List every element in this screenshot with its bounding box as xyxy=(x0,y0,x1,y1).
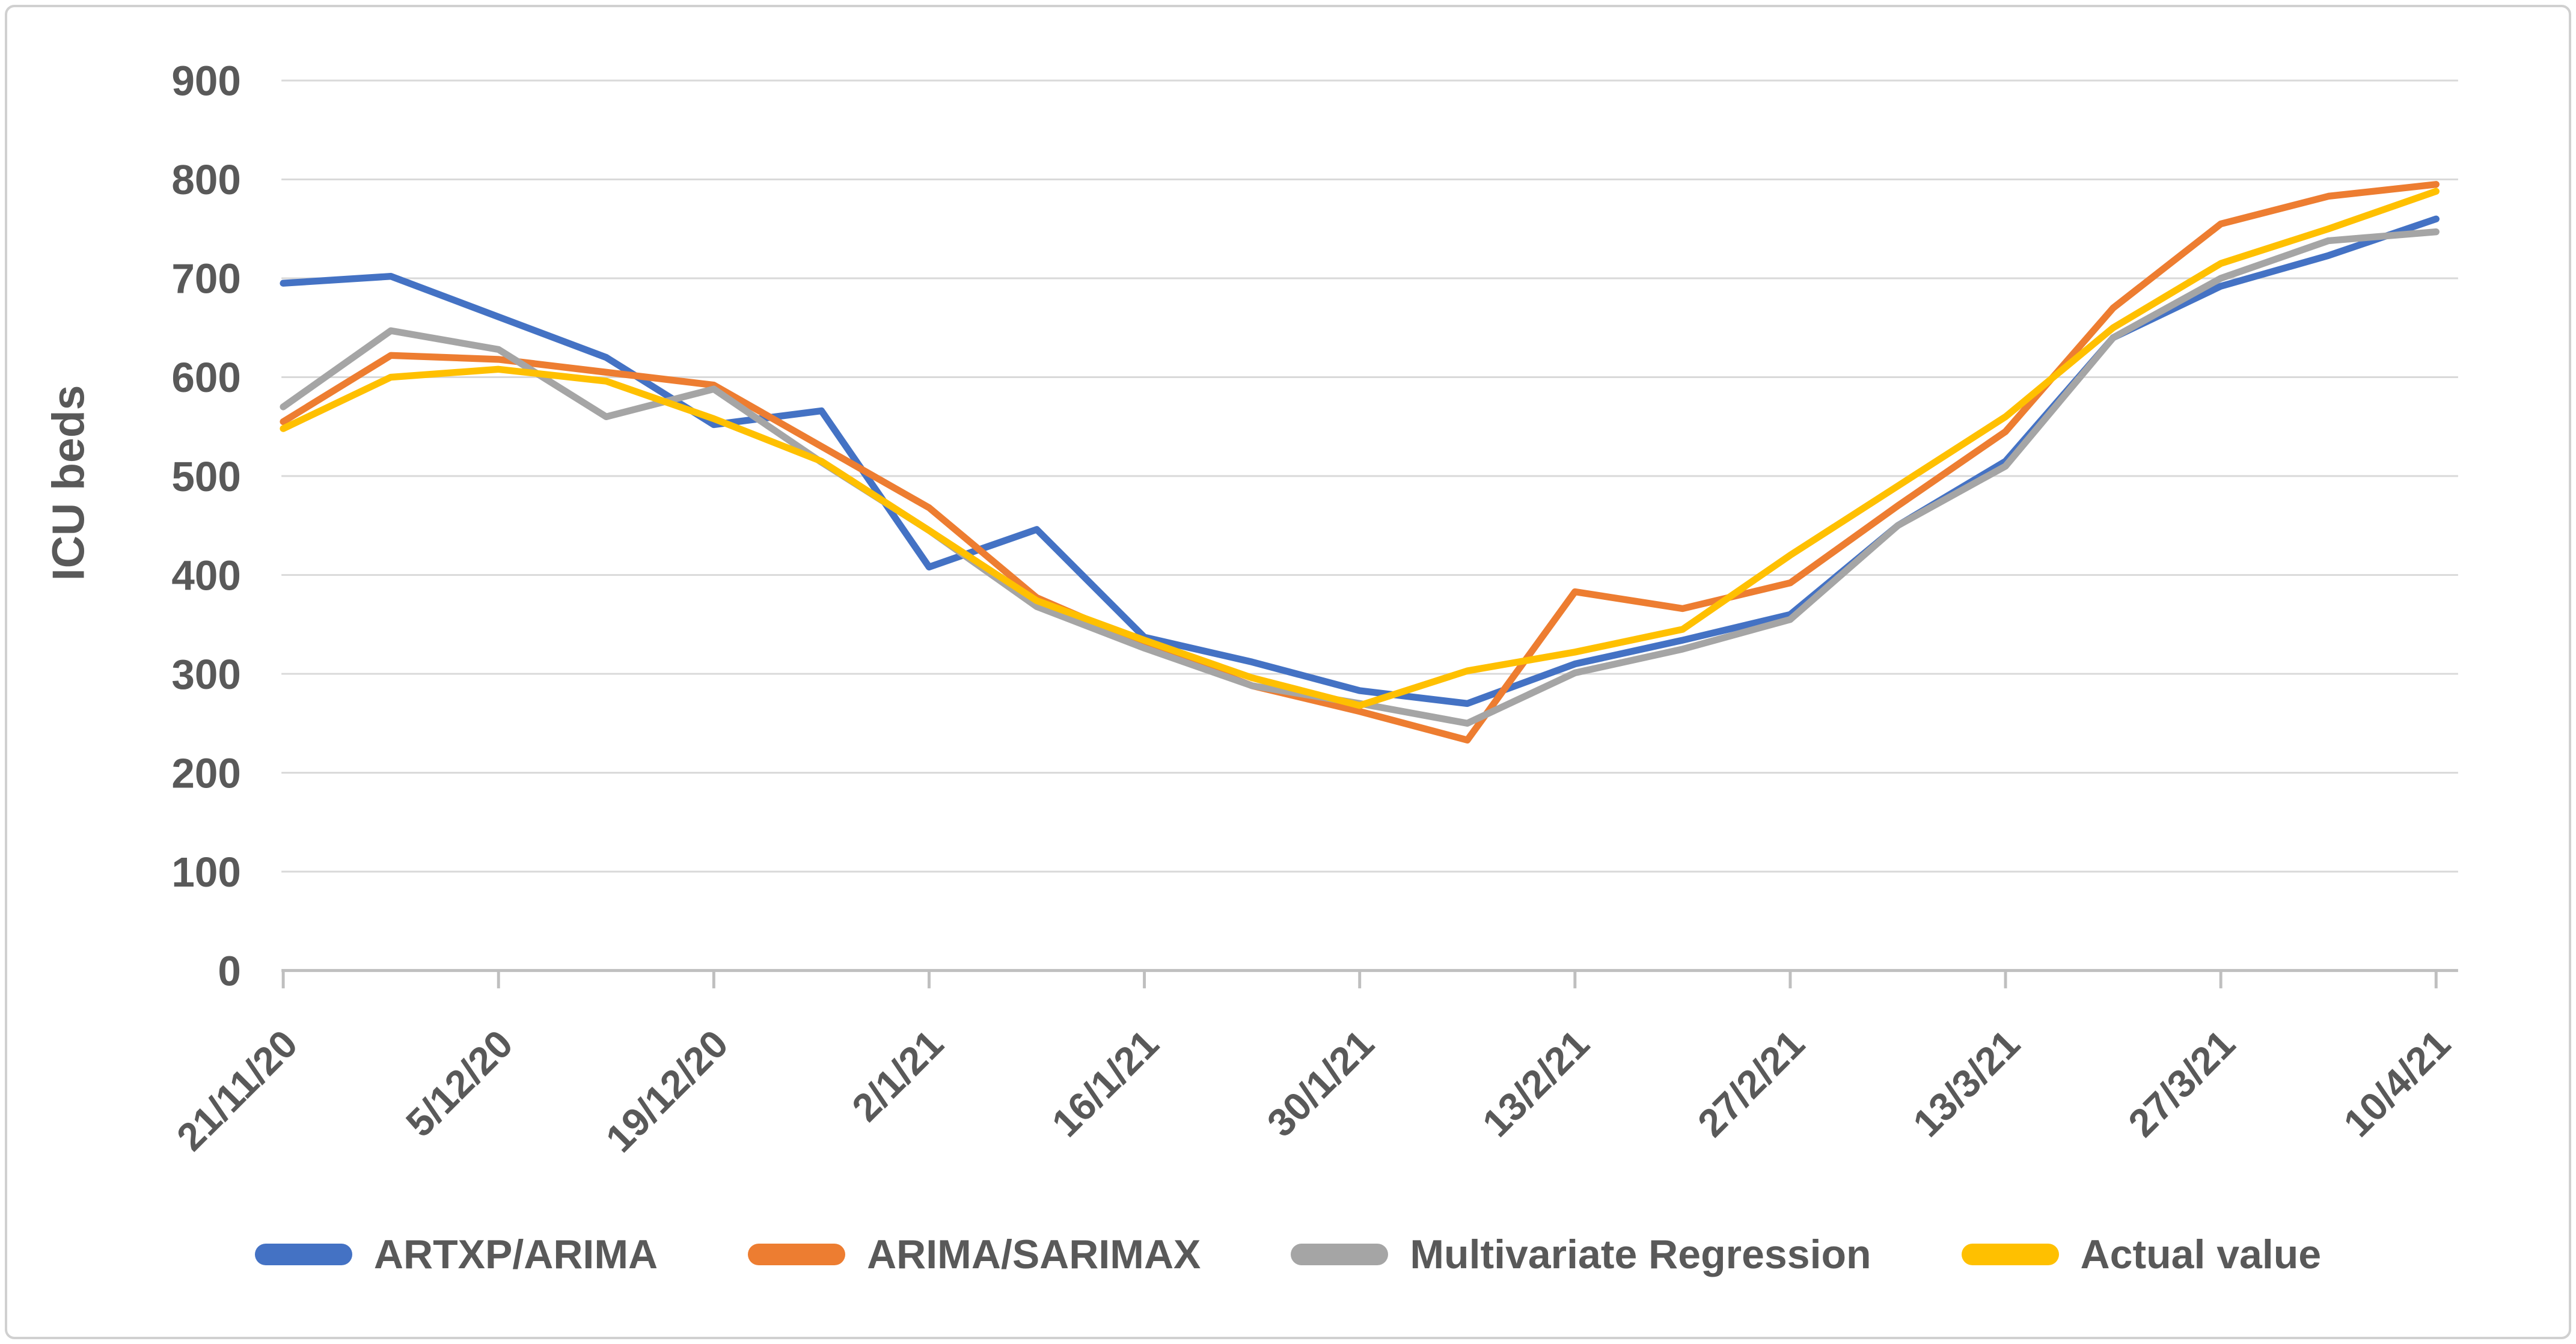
svg-text:600: 600 xyxy=(171,354,241,401)
svg-text:19/12/20: 19/12/20 xyxy=(598,1022,736,1161)
svg-text:30/1/21: 30/1/21 xyxy=(1259,1022,1383,1146)
legend-item-arima-sarimax: ARIMA/SARIMAX xyxy=(748,1231,1201,1278)
legend-label: Actual value xyxy=(2080,1232,2322,1277)
svg-text:500: 500 xyxy=(171,453,241,500)
svg-text:100: 100 xyxy=(171,849,241,896)
svg-text:2/1/21: 2/1/21 xyxy=(843,1022,952,1130)
y-axis-tick-labels: 0 100 200 300 400 500 600 700 800 900 xyxy=(171,58,241,995)
svg-text:300: 300 xyxy=(171,651,241,698)
chart-canvas: 0 100 200 300 400 500 600 700 800 900 21/11/20 5/1… xyxy=(43,58,2459,1161)
svg-text:5/12/20: 5/12/20 xyxy=(397,1022,521,1146)
svg-text:0: 0 xyxy=(218,947,241,994)
svg-text:13/3/21: 13/3/21 xyxy=(1904,1022,2028,1146)
legend-label: ARTXP/ARIMA xyxy=(373,1232,658,1277)
legend-label: ARIMA/SARIMAX xyxy=(867,1232,1201,1277)
legend-label: Multivariate Regression xyxy=(1410,1232,1871,1277)
svg-text:13/2/21: 13/2/21 xyxy=(1474,1022,1598,1146)
svg-text:900: 900 xyxy=(171,58,241,105)
svg-text:21/11/20: 21/11/20 xyxy=(168,1022,306,1159)
svg-text:16/1/21: 16/1/21 xyxy=(1044,1022,1167,1146)
svg-text:400: 400 xyxy=(171,552,241,599)
x-axis xyxy=(281,969,2458,989)
chart-figure: 0 100 200 300 400 500 600 700 800 900 21/11/20 5/1… xyxy=(5,5,2571,1339)
legend-line-swatch-orange-icon xyxy=(748,1244,846,1265)
legend-line-swatch-gold-icon xyxy=(1961,1244,2059,1265)
legend-item-artxp-arima: ARTXP/ARIMA xyxy=(254,1231,658,1278)
legend-item-actual-value: Actual value xyxy=(1961,1231,2322,1278)
series-lines xyxy=(280,181,2440,744)
svg-text:27/3/21: 27/3/21 xyxy=(2120,1022,2244,1146)
svg-text:10/4/21: 10/4/21 xyxy=(2335,1022,2459,1146)
svg-text:27/2/21: 27/2/21 xyxy=(1689,1022,1813,1146)
svg-text:700: 700 xyxy=(171,255,241,302)
y-axis-title: ICU beds xyxy=(43,385,94,581)
x-axis-tick-labels: 21/11/20 5/12/20 19/12/20 2/1/21 16/1/21 30/1… xyxy=(168,1022,2459,1161)
legend-line-swatch-blue-icon xyxy=(254,1244,352,1265)
svg-text:200: 200 xyxy=(171,750,241,796)
legend-line-swatch-gray-icon xyxy=(1291,1244,1389,1265)
gridlines xyxy=(281,79,2458,873)
svg-text:800: 800 xyxy=(171,156,241,203)
legend-item-multivariate-regression: Multivariate Regression xyxy=(1291,1231,1871,1278)
legend: ARTXP/ARIMA ARIMA/SARIMAX Multivariate R… xyxy=(7,1212,2569,1297)
